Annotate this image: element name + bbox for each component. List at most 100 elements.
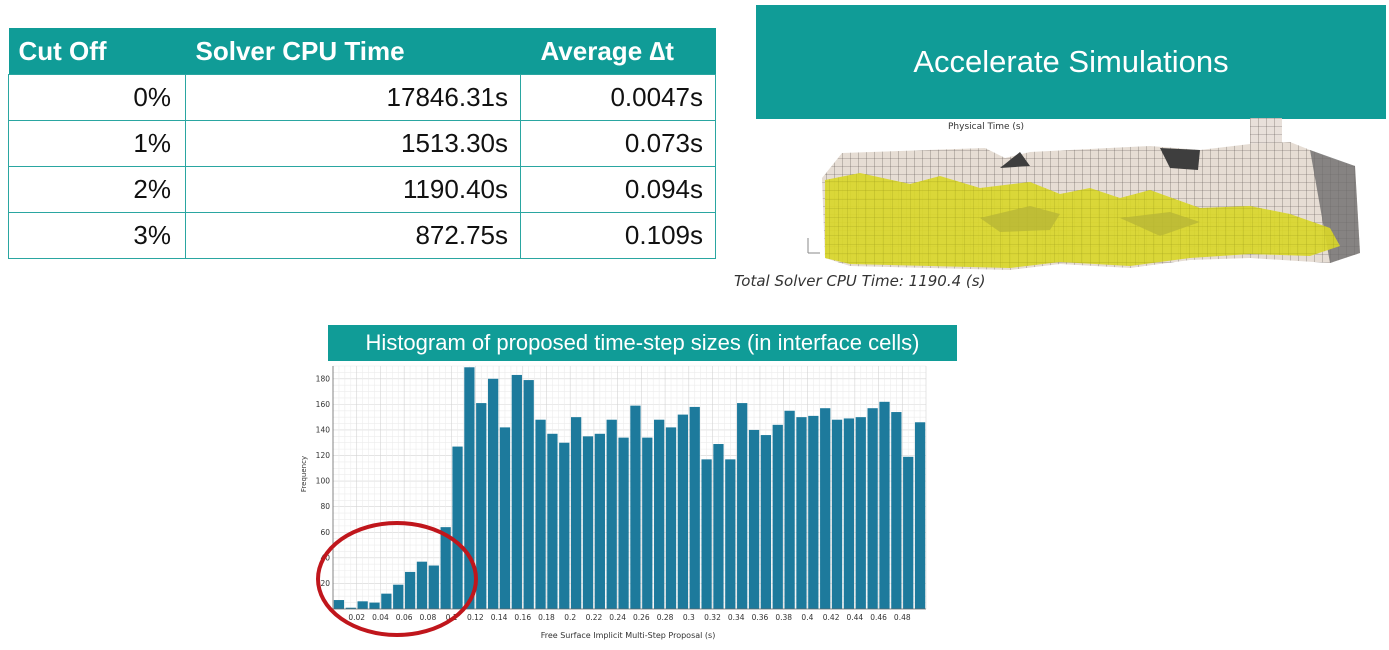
histogram-bar (487, 378, 499, 609)
y-tick-label: 100 (316, 477, 331, 486)
highlight-ellipse (316, 521, 478, 637)
y-tick-label: 120 (316, 451, 331, 460)
simulation-render (807, 118, 1360, 270)
axis-triad-icon (807, 238, 820, 254)
cell-average-dt: 0.109s (520, 212, 716, 259)
x-tick-label: 0.24 (609, 613, 626, 622)
histogram-bar (808, 415, 819, 609)
x-tick-label: 0.06 (396, 613, 413, 622)
cell-average-dt: 0.0047s (520, 74, 716, 121)
tank-riser (1250, 118, 1282, 148)
physical-time-label: Physical Time (s) (948, 122, 1025, 132)
histogram-bar (784, 410, 795, 609)
x-tick-label: 0.22 (586, 613, 603, 622)
histogram-bar (760, 435, 772, 609)
histogram-bar (393, 584, 404, 609)
x-tick-label: 0.26 (633, 613, 650, 622)
histogram-bar (867, 408, 878, 609)
header-cut-off: Cut Off (8, 28, 186, 75)
histogram-bar (476, 403, 487, 609)
histogram-bar (381, 593, 392, 609)
histogram-bar (582, 436, 594, 609)
x-tick-label: 0.32 (704, 613, 721, 622)
histogram-bar (642, 437, 653, 609)
cell-cut-off: 3% (8, 212, 186, 259)
x-tick-label: 0.34 (728, 613, 745, 622)
cell-cut-off: 1% (8, 120, 186, 167)
histogram-bar (594, 433, 605, 609)
x-tick-label: 0.4 (801, 613, 813, 622)
histogram-bars (333, 367, 926, 609)
histogram-bar (820, 408, 831, 609)
x-tick-label: 0.18 (538, 613, 555, 622)
y-tick-label: 160 (316, 400, 331, 409)
histogram-bar (879, 401, 890, 609)
x-tick-label: 0.16 (514, 613, 531, 622)
results-table: Cut Off Solver CPU Time Average ∆t 0% 17… (8, 28, 716, 259)
histogram-bar (843, 418, 855, 609)
x-tick-label: 0.48 (894, 613, 911, 622)
x-tick-label: 0.38 (775, 613, 792, 622)
cell-average-dt: 0.094s (520, 166, 716, 213)
table-header-row: Cut Off Solver CPU Time Average ∆t (8, 28, 716, 75)
accelerate-banner: Accelerate Simulations (756, 5, 1386, 119)
histogram-bar (665, 427, 677, 609)
x-tick-label: 0.42 (823, 613, 840, 622)
y-tick-label: 20 (320, 579, 330, 588)
x-tick-label: 0.04 (372, 613, 389, 622)
histogram-bar (654, 419, 665, 609)
histogram-bar (369, 602, 380, 609)
histogram-bar (440, 527, 451, 609)
histogram-bar (523, 380, 534, 609)
x-axis-label: Free Surface Implicit Multi-Step Proposa… (541, 631, 716, 640)
x-tick-label: 0.46 (870, 613, 887, 622)
cell-cpu-time: 17846.31s (185, 74, 521, 121)
x-tick-label: 0.44 (846, 613, 863, 622)
histogram-bar (333, 600, 345, 609)
histogram-bar (606, 419, 617, 609)
table-row: 3% 872.75s 0.109s (8, 212, 716, 259)
histogram-bar (891, 412, 902, 609)
histogram-bar (713, 444, 724, 609)
cell-cpu-time: 872.75s (185, 212, 521, 259)
table-row: 1% 1513.30s 0.073s (8, 120, 716, 167)
histogram-bar (831, 419, 843, 609)
x-tick-label: 0.3 (683, 613, 695, 622)
y-tick-label: 60 (320, 528, 330, 537)
table-row: 2% 1190.40s 0.094s (8, 166, 716, 213)
header-average-dt: Average ∆t (520, 28, 716, 75)
x-tick-label: 0.36 (752, 613, 769, 622)
y-tick-label: 80 (320, 502, 330, 511)
histogram-bar (855, 417, 866, 609)
header-solver-cpu-time: Solver CPU Time (185, 28, 521, 75)
histogram-bar (796, 417, 807, 609)
histogram-bar (725, 459, 736, 609)
histogram-bar (345, 607, 356, 609)
histogram-bar (499, 427, 511, 609)
histogram-bar (630, 405, 641, 609)
cell-average-dt: 0.073s (520, 120, 716, 167)
histogram-bar (428, 565, 439, 609)
histogram-bar (452, 446, 463, 609)
histogram-bar (689, 406, 700, 609)
histogram-title-banner: Histogram of proposed time-step sizes (i… (328, 325, 957, 361)
x-tick-label: 0.14 (491, 613, 508, 622)
y-tick-label: 140 (316, 425, 331, 434)
histogram-bar (464, 367, 475, 609)
histogram-bar (535, 419, 546, 609)
y-tick-label: 180 (316, 374, 331, 383)
histogram-bar (701, 459, 712, 609)
histogram-bar (618, 437, 629, 609)
histogram-bar (772, 424, 783, 609)
cpu-time-caption: Total Solver CPU Time: 1190.4 (s) (734, 272, 986, 290)
histogram-bar (737, 403, 748, 609)
cell-cpu-time: 1513.30s (185, 120, 521, 167)
x-tick-label: 0.02 (348, 613, 365, 622)
x-tick-label: 0.12 (467, 613, 484, 622)
cell-cut-off: 0% (8, 74, 186, 121)
histogram-bar (511, 374, 522, 609)
histogram-bar (559, 442, 570, 609)
histogram-bar (404, 571, 416, 609)
x-tick-label: 0.28 (657, 613, 674, 622)
